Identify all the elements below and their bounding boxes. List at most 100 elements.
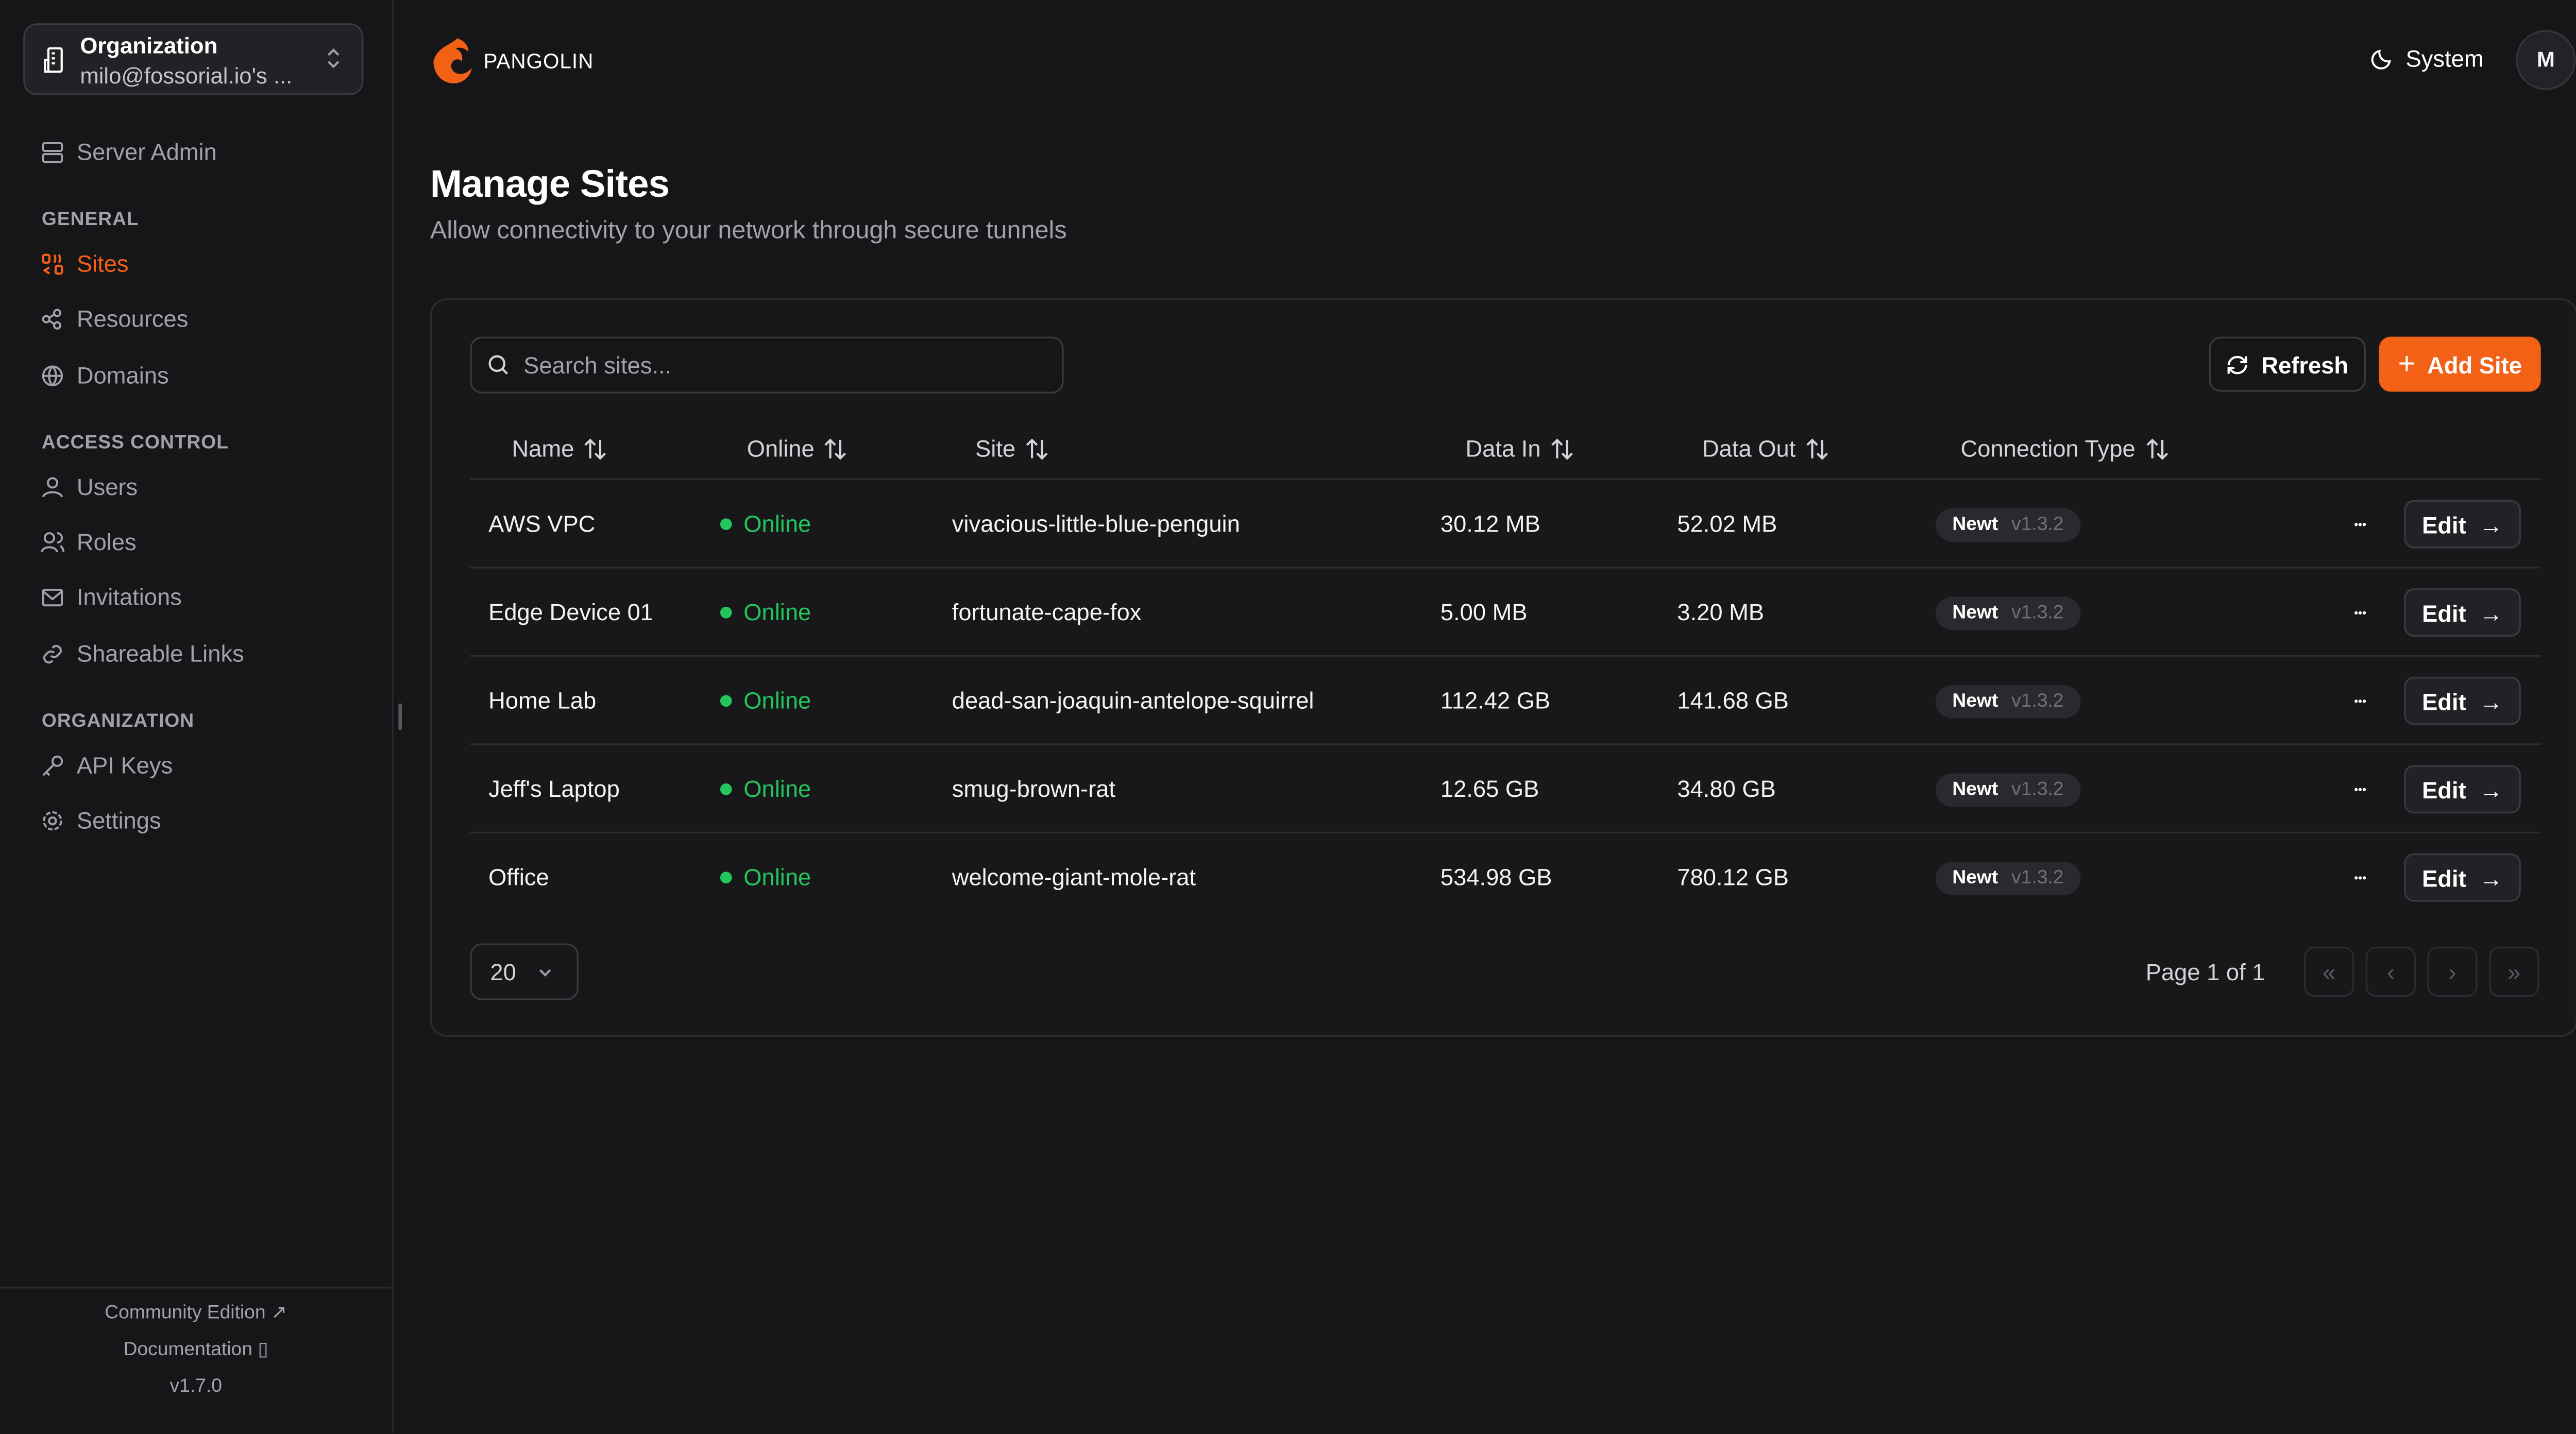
org-switcher[interactable]: Organization milo@fossorial.io's ...	[23, 23, 364, 95]
site-name: Jeff's Laptop	[488, 775, 620, 802]
column-header-online[interactable]: Online	[747, 435, 848, 462]
sidebar-item-shareable-links[interactable]: Shareable Links	[40, 640, 244, 667]
column-header-data-in[interactable]: Data In	[1465, 435, 1574, 462]
plus-icon: +	[2398, 347, 2416, 380]
first-page-button[interactable]: «	[2304, 947, 2354, 997]
sidebar-footer: Community Edition ↗ Documentation ▯ v1.7…	[0, 1287, 392, 1434]
sidebar-item-api-keys[interactable]: API Keys	[40, 752, 173, 778]
sidebar-item-roles[interactable]: Roles	[40, 528, 137, 555]
online-status: Online	[720, 480, 811, 569]
ellipsis-icon: •••	[2354, 608, 2367, 620]
status-label: Online	[743, 775, 811, 802]
sidebar-item-users[interactable]: Users	[40, 473, 138, 500]
edit-label: Edit	[2422, 510, 2466, 538]
edit-button[interactable]: Edit →	[2404, 765, 2521, 814]
column-header-connection-type[interactable]: Connection Type	[1961, 435, 2169, 462]
sidebar-item-server-admin[interactable]: Server Admin	[40, 139, 217, 165]
table-row: Office Online welcome-giant-mole-rat 534.98…	[470, 833, 2541, 922]
avatar[interactable]: M	[2516, 30, 2576, 90]
data-out: 780.12 GB	[1677, 863, 1789, 891]
last-page-button[interactable]: »	[2489, 947, 2539, 997]
page-subtitle: Allow connectivity to your network throu…	[430, 216, 1067, 245]
divider	[470, 831, 2541, 833]
arrow-right-icon: →	[2479, 510, 2503, 538]
connection-type: Newt	[1952, 691, 1998, 712]
sidebar-resize-handle[interactable]	[398, 703, 402, 730]
brand-logo[interactable]: PANGOLIN	[430, 37, 594, 87]
column-label: Data Out	[1702, 435, 1796, 462]
chevrons-right-icon: »	[2507, 958, 2521, 985]
site-name: AWS VPC	[488, 510, 596, 537]
mail-icon	[42, 588, 63, 606]
data-in: 112.42 GB	[1440, 687, 1551, 714]
table-row: Jeff's Laptop Online smug-brown-rat 12.65 G…	[470, 745, 2541, 833]
search-input[interactable]	[523, 351, 1024, 379]
sort-icon	[2146, 437, 2168, 459]
edit-label: Edit	[2422, 864, 2466, 891]
more-actions-button[interactable]: •••	[2354, 596, 2366, 626]
column-header-site[interactable]: Site	[975, 435, 1049, 462]
site-identifier: fortunate-cape-fox	[952, 598, 1142, 625]
connection-type-badge: Newt v1.3.2	[1935, 596, 2080, 630]
ellipsis-icon: •••	[2354, 520, 2367, 532]
data-out: 52.02 MB	[1677, 510, 1777, 537]
edit-button[interactable]: Edit →	[2404, 853, 2521, 902]
column-header-name[interactable]: Name	[512, 435, 607, 462]
key-icon	[42, 755, 63, 775]
refresh-button[interactable]: Refresh	[2209, 336, 2366, 392]
edit-button[interactable]: Edit →	[2404, 588, 2521, 637]
next-page-button[interactable]: ›	[2427, 947, 2478, 997]
chevron-left-icon: ‹	[2386, 958, 2395, 985]
page-title: Manage Sites	[430, 161, 670, 206]
sidebar-item-resources[interactable]: Resources	[40, 305, 189, 332]
status-label: Online	[743, 510, 811, 537]
sidebar-item-domains[interactable]: Domains	[40, 362, 169, 388]
sites-table-card: Refresh + Add Site Name Online Site Data In…	[430, 298, 2576, 1037]
data-in: 5.00 MB	[1440, 598, 1528, 625]
site-name: Office	[488, 863, 549, 891]
chevron-right-icon: ›	[2448, 958, 2456, 985]
more-actions-button[interactable]: •••	[2354, 774, 2366, 804]
divider	[470, 655, 2541, 657]
column-header-data-out[interactable]: Data Out	[1702, 435, 1829, 462]
more-actions-button[interactable]: •••	[2354, 862, 2366, 892]
divider	[470, 478, 2541, 480]
column-label: Connection Type	[1960, 435, 2136, 462]
community-edition-link[interactable]: Community Edition ↗	[0, 1304, 392, 1325]
edit-button[interactable]: Edit →	[2404, 676, 2521, 725]
sidebar-item-invitations[interactable]: Invitations	[40, 584, 182, 610]
edit-label: Edit	[2422, 599, 2466, 626]
column-label: Online	[747, 435, 815, 462]
status-dot	[720, 783, 732, 795]
refresh-icon	[2228, 355, 2248, 373]
theme-toggle[interactable]: System	[2371, 45, 2484, 72]
site-name: Edge Device 01	[488, 598, 654, 625]
add-site-button[interactable]: + Add Site	[2379, 336, 2541, 392]
page-size-select[interactable]: 20	[470, 943, 579, 1000]
sidebar-item-label: Users	[76, 473, 138, 500]
chevrons-up-down-icon	[328, 48, 340, 69]
connection-type-badge: Newt v1.3.2	[1935, 508, 2080, 542]
data-in: 30.12 MB	[1440, 510, 1540, 537]
search-icon	[488, 355, 509, 375]
community-edition-label: Community Edition	[105, 1303, 266, 1324]
sidebar-item-label: Resources	[76, 305, 189, 332]
column-label: Site	[975, 435, 1016, 462]
gear-icon	[43, 810, 62, 830]
status-dot	[720, 695, 732, 707]
more-actions-button[interactable]: •••	[2354, 685, 2366, 715]
sidebar-item-settings[interactable]: Settings	[40, 807, 161, 833]
status-dot	[720, 606, 732, 619]
sidebar-item-sites[interactable]: Sites	[40, 250, 129, 277]
edit-button[interactable]: Edit →	[2404, 500, 2521, 549]
documentation-link[interactable]: Documentation ▯	[0, 1340, 392, 1362]
edit-label: Edit	[2422, 776, 2466, 803]
more-actions-button[interactable]: •••	[2354, 508, 2366, 538]
search-field[interactable]	[470, 336, 1064, 394]
users-icon	[40, 531, 65, 552]
prev-page-button[interactable]: ‹	[2365, 947, 2416, 997]
version-label: v1.7.0	[170, 1376, 222, 1397]
arrow-right-icon: →	[2479, 776, 2503, 803]
server-icon	[42, 141, 63, 162]
arrow-right-icon: →	[2479, 599, 2503, 626]
